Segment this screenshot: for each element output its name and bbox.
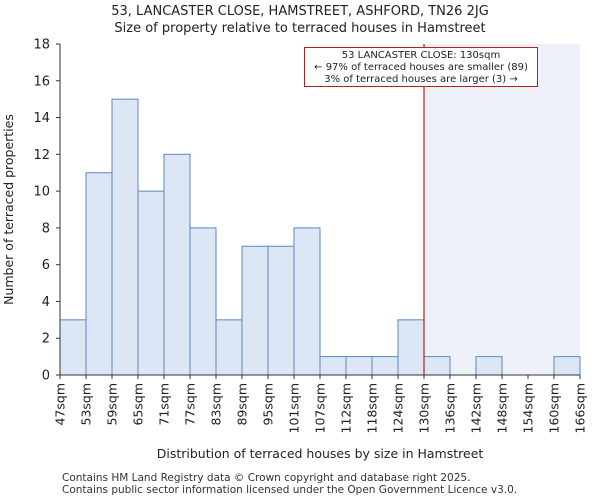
x-tick-label: 124sqm (391, 383, 406, 433)
histogram-bar (475, 356, 503, 376)
histogram-bar (215, 319, 243, 376)
histogram-bar (111, 98, 139, 376)
chart-title: 53, LANCASTER CLOSE, HAMSTREET, ASHFORD,… (111, 4, 489, 19)
x-tick-label: 112sqm (339, 383, 354, 433)
y-tick-label: 14 (33, 111, 50, 126)
x-tick-label: 136sqm (443, 383, 458, 433)
histogram-bar (345, 356, 373, 376)
histogram-bar (267, 245, 295, 376)
histogram-bar (319, 356, 347, 376)
x-tick-label: 118sqm (365, 383, 380, 433)
histogram-bar (371, 356, 399, 376)
histogram-bar (163, 153, 191, 376)
annotation-line-3: 3% of terraced houses are larger (3) → (324, 74, 518, 85)
x-tick-label: 77sqm (183, 383, 198, 426)
y-tick-label: 2 (42, 332, 50, 347)
x-tick-label: 95sqm (261, 383, 276, 426)
property-annotation: 53 LANCASTER CLOSE: 130sqm ← 97% of terr… (304, 47, 538, 87)
chart-subtitle: Size of property relative to terraced ho… (114, 21, 486, 36)
x-tick-label: 53sqm (79, 383, 94, 426)
x-tick-label: 47sqm (53, 383, 68, 426)
histogram-bar (553, 356, 581, 376)
x-tick-label: 130sqm (417, 383, 432, 433)
histogram-bar (397, 319, 425, 376)
y-tick-label: 8 (42, 221, 50, 236)
larger-properties-region (424, 44, 580, 375)
histogram-bar (137, 190, 165, 376)
x-tick-label: 89sqm (235, 383, 250, 426)
histogram-bar (241, 245, 269, 376)
x-tick-label: 160sqm (547, 383, 562, 433)
x-tick-label: 148sqm (495, 383, 510, 433)
histogram-bar (59, 319, 87, 376)
x-tick-label: 166sqm (573, 383, 588, 433)
y-tick-label: 6 (42, 258, 50, 273)
x-tick-label: 65sqm (131, 383, 146, 426)
annotation-line-1: 53 LANCASTER CLOSE: 130sqm (341, 50, 501, 61)
histogram-bar (85, 172, 113, 376)
histogram-bar (423, 356, 451, 376)
x-tick-label: 59sqm (105, 383, 120, 426)
x-tick-label: 71sqm (157, 383, 172, 426)
footer-licence: Contains public sector information licen… (62, 484, 518, 496)
x-tick-label: 142sqm (469, 383, 484, 433)
histogram-bar (293, 227, 321, 376)
x-tick-label: 101sqm (287, 383, 302, 433)
y-tick-label: 16 (33, 74, 50, 89)
y-tick-label: 18 (33, 38, 50, 53)
x-axis-label: Distribution of terraced houses by size … (157, 446, 484, 461)
y-tick-label: 12 (33, 148, 50, 163)
annotation-line-2: ← 97% of terraced houses are smaller (89… (314, 62, 528, 73)
y-tick-label: 10 (33, 185, 50, 200)
y-axis-label: Number of terraced properties (1, 114, 16, 305)
x-tick-label: 83sqm (209, 383, 224, 426)
x-tick-label: 154sqm (521, 383, 536, 433)
y-tick-label: 0 (42, 369, 50, 384)
y-tick-label: 4 (42, 295, 50, 310)
x-tick-label: 107sqm (313, 383, 328, 433)
histogram-bar (189, 227, 217, 376)
footer-copyright: Contains HM Land Registry data © Crown c… (62, 472, 471, 484)
